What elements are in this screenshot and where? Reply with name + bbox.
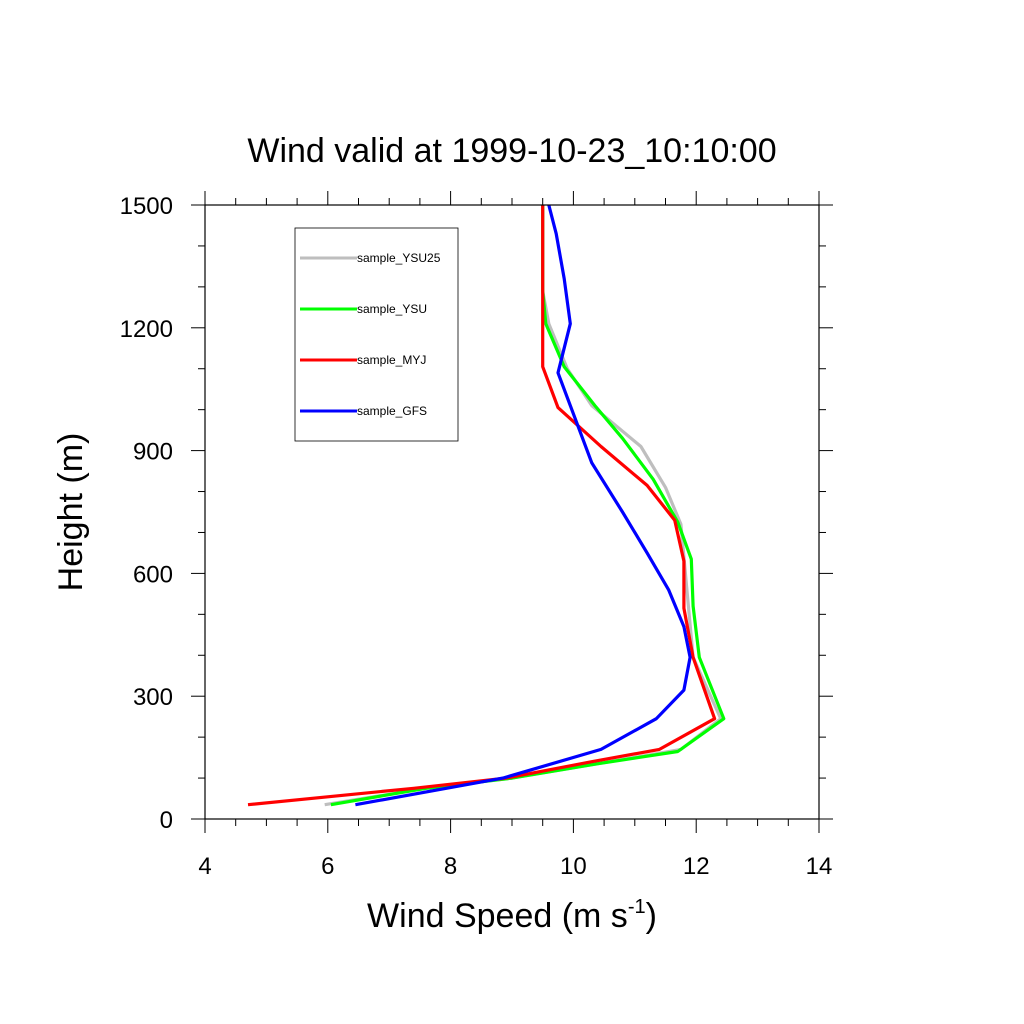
chart-title: Wind valid at 1999-10-23_10:10:00 — [247, 132, 776, 170]
y-tick-label: 1500 — [120, 193, 173, 220]
legend-box — [294, 227, 459, 442]
x-axis-title-superscript: -1 — [628, 896, 646, 918]
legend-label: sample_YSU — [357, 302, 427, 316]
series-line-sample_YSU — [330, 205, 726, 807]
y-tick-label: 1200 — [120, 316, 173, 343]
y-tick-label: 900 — [133, 439, 173, 466]
x-tick-label: 4 — [198, 853, 211, 880]
y-axis-title: Height (m) — [52, 433, 90, 592]
plot-frame — [204, 204, 820, 820]
x-axis-title: Wind Speed (m s-1) — [367, 896, 657, 935]
series-line-sample_GFS — [355, 204, 692, 807]
x-axis-title-main: Wind Speed (m s — [367, 897, 628, 935]
x-tick-label: 8 — [444, 853, 457, 880]
x-tick-label: 6 — [321, 853, 334, 880]
y-tick-label: 600 — [133, 561, 173, 588]
legend: sample_YSU25 sample_YSU sample_MYJ sample_G… — [294, 227, 459, 442]
series-lines — [247, 204, 726, 807]
x-axis-title-end: ) — [646, 897, 657, 935]
legend-label: sample_MYJ — [357, 353, 426, 367]
series-line-sample_MYJ — [247, 205, 717, 807]
axis-ticks — [191, 191, 833, 833]
x-tick-label: 10 — [560, 853, 587, 880]
legend-items: sample_YSU25 sample_YSU sample_MYJ sample_G… — [300, 251, 441, 418]
legend-label: sample_YSU25 — [357, 251, 441, 265]
y-tick-label: 300 — [133, 684, 173, 711]
legend-label: sample_GFS — [357, 404, 427, 418]
x-tick-label: 14 — [806, 853, 833, 880]
y-tick-label: 0 — [160, 807, 173, 834]
tick-labels: 4 6 8 10 12 14 0 300 600 900 1200 1500 — [120, 193, 833, 880]
x-tick-label: 12 — [683, 853, 710, 880]
